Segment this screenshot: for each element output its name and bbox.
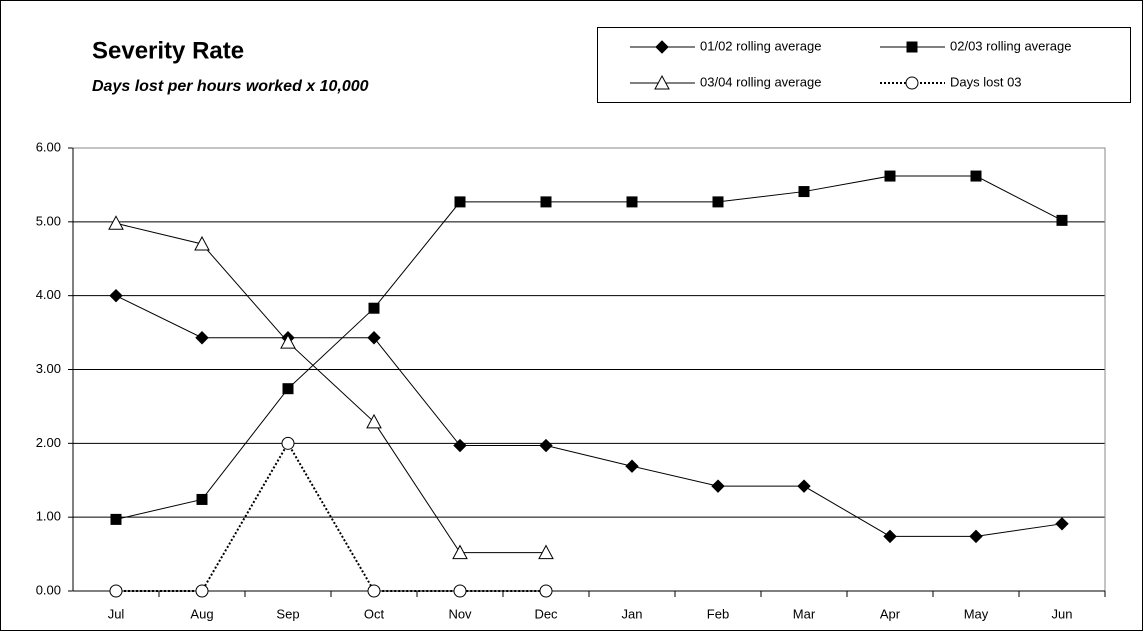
data-point (367, 331, 381, 345)
data-point (109, 584, 123, 598)
data-point (196, 493, 208, 505)
data-point (366, 413, 382, 429)
legend-marker (906, 41, 918, 53)
data-point (368, 302, 380, 314)
data-point (108, 215, 124, 230)
data-point (540, 196, 552, 208)
data-point (1055, 517, 1069, 531)
chart-title: Severity Rate (92, 37, 244, 64)
data-point (453, 584, 467, 598)
data-point (109, 288, 123, 303)
data-point (797, 479, 811, 493)
series-line (116, 441, 546, 592)
legend-label: Days lost 03 (950, 74, 1022, 89)
x-tick-label: Feb (707, 606, 729, 621)
legend-marker (905, 76, 919, 90)
data-point (452, 544, 468, 560)
series-line (115, 222, 546, 554)
data-point (367, 584, 381, 598)
data-point (194, 235, 210, 251)
x-tick-label: Jun (1052, 606, 1073, 621)
y-tick-label: 2.00 (36, 435, 61, 450)
data-point (538, 544, 554, 560)
x-tick-label: Mar (793, 606, 816, 621)
data-point (711, 479, 725, 493)
legend-box (597, 27, 1131, 103)
data-point (280, 334, 296, 349)
data-point (281, 436, 295, 450)
x-tick-label: May (964, 606, 989, 621)
data-point (454, 196, 466, 208)
data-point (798, 186, 810, 198)
x-tick-label: Oct (364, 606, 385, 621)
data-point (195, 331, 209, 345)
legend-marker (654, 74, 670, 90)
y-tick-label: 4.00 (36, 287, 61, 302)
series-line (115, 295, 1063, 537)
x-tick-label: Jan (622, 606, 643, 621)
data-point (884, 170, 896, 182)
y-tick-label: 1.00 (36, 509, 61, 524)
legend-label: 03/04 rolling average (700, 74, 821, 89)
x-tick-label: Nov (448, 606, 472, 621)
y-tick-label: 0.00 (36, 582, 61, 597)
data-point (539, 584, 553, 598)
data-point (195, 584, 209, 598)
data-point (1056, 214, 1068, 226)
data-point (110, 513, 122, 525)
y-tick-label: 6.00 (36, 139, 61, 154)
data-point (970, 170, 982, 182)
legend-label: 02/03 rolling average (950, 38, 1071, 53)
x-tick-label: Sep (276, 606, 299, 621)
data-point (883, 529, 897, 544)
data-point (282, 383, 294, 395)
data-point (712, 196, 724, 208)
x-tick-label: Aug (190, 606, 213, 621)
data-point (625, 459, 639, 473)
data-point (626, 196, 638, 208)
x-tick-label: Dec (534, 606, 558, 621)
legend-label: 01/02 rolling average (700, 38, 821, 53)
chart-subtitle: Days lost per hours worked x 10,000 (92, 78, 369, 95)
y-tick-label: 5.00 (36, 213, 61, 228)
x-tick-label: Apr (880, 606, 901, 621)
y-tick-label: 3.00 (36, 361, 61, 376)
data-point (453, 438, 467, 453)
legend-marker (655, 40, 669, 54)
data-point (539, 438, 553, 453)
x-tick-label: Jul (108, 606, 125, 621)
series-line (115, 175, 1063, 520)
data-point (969, 529, 983, 544)
